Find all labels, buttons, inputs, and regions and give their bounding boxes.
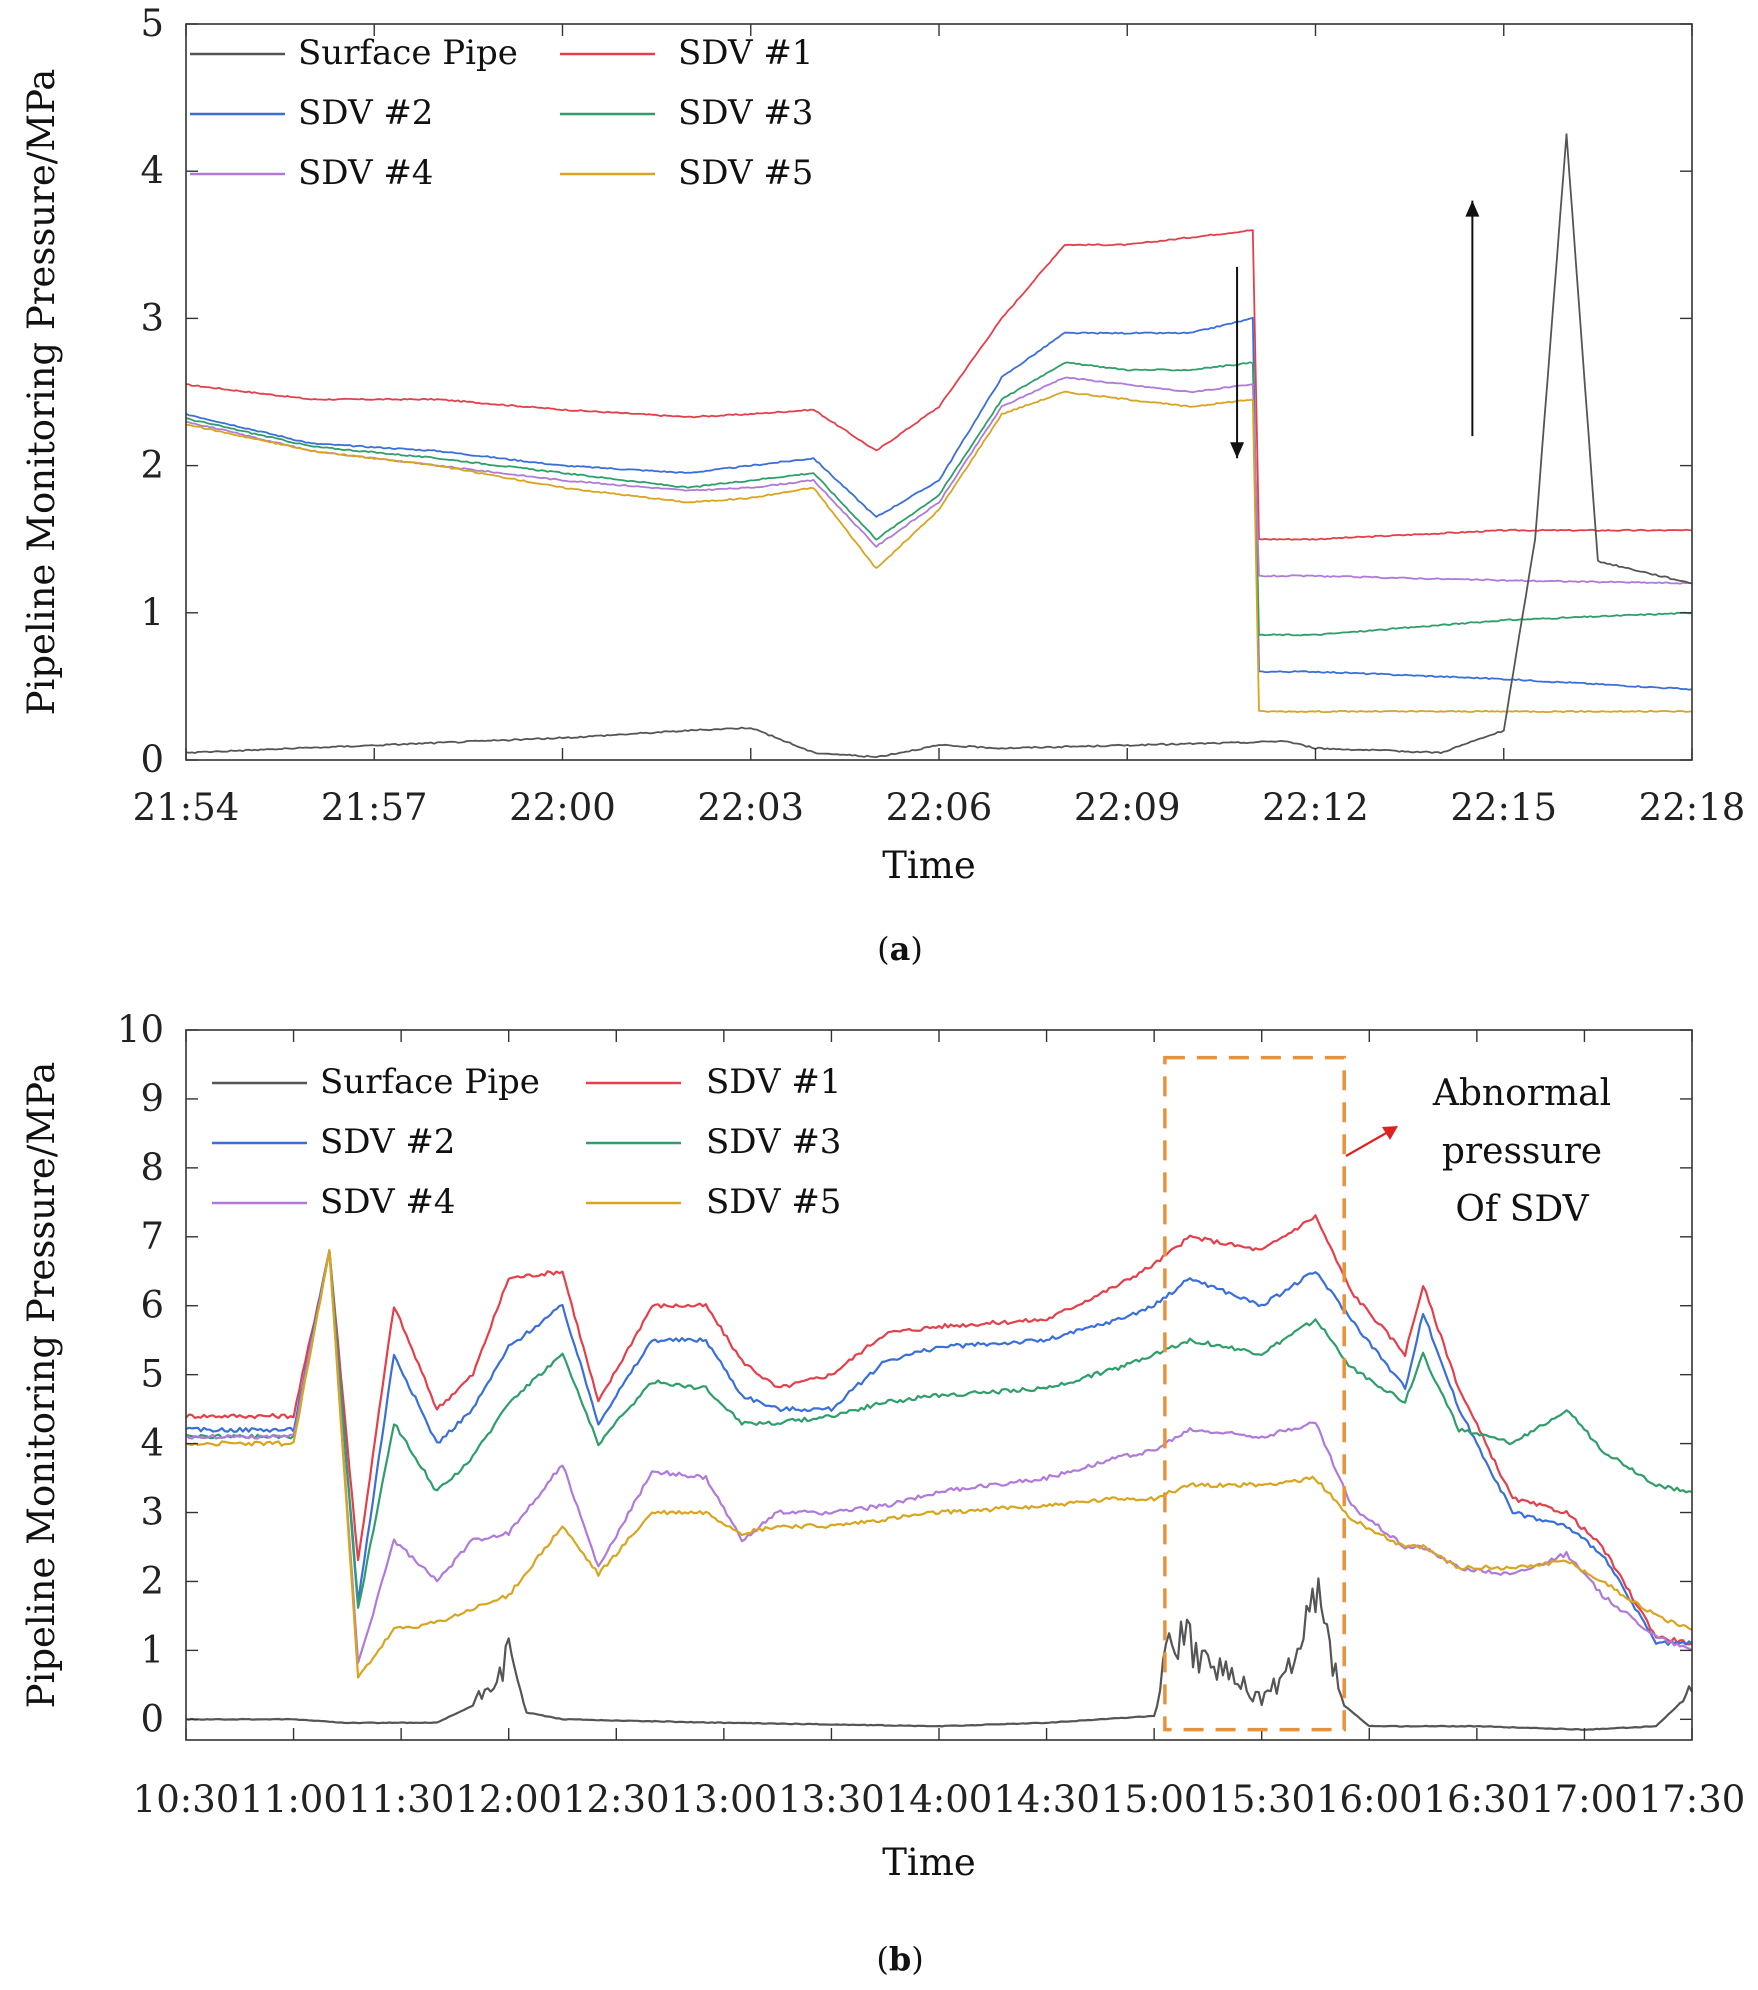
legend-label: SDV #4 (320, 1182, 455, 1222)
legend-label: SDV #3 (706, 1122, 841, 1162)
legend-label: SDV #5 (706, 1182, 841, 1222)
y-axis-label: Pipeline Monitoring Pressure/MPa (20, 1062, 63, 1709)
series-line-sdv-2 (185, 1249, 1693, 1646)
x-tick-label: 22:03 (697, 786, 804, 829)
legend-label: SDV #5 (678, 153, 813, 193)
panel-caption: (a) (877, 930, 923, 968)
y-tick-label: 3 (140, 296, 164, 339)
legend-label: SDV #2 (320, 1122, 455, 1162)
y-tick-label: 0 (140, 1697, 164, 1740)
x-tick-label: 14:30 (993, 1778, 1100, 1821)
legend-label: SDV #1 (706, 1062, 841, 1102)
abnormal-region-box (1163, 1055, 1346, 1732)
x-tick-label: 11:00 (240, 1778, 347, 1821)
x-tick-label: 21:57 (321, 786, 428, 829)
series-line-surface-pipe (185, 133, 1693, 758)
x-axis-label: Time (882, 844, 976, 887)
series-line-sdv-1 (185, 229, 1693, 541)
x-tick-label: 12:00 (455, 1778, 562, 1821)
series-line-sdv-3 (185, 361, 1693, 637)
panel-a: 0 1 2 3 4 5 21:54 21:57 22:00 22:03 22:06 22:09 22:1… (20, 2, 1745, 968)
y-tick-label: 5 (140, 1353, 164, 1396)
x-tick-label: 11:30 (348, 1778, 455, 1821)
legend-label: SDV #2 (298, 93, 433, 133)
panel-caption: (b) (876, 1940, 923, 1978)
series-line-sdv-5 (185, 1248, 1693, 1679)
annotation-text: Of SDV (1455, 1189, 1589, 1230)
x-tick-label: 22:15 (1450, 786, 1557, 829)
y-tick-label: 9 (140, 1077, 164, 1120)
series-line-sdv-2 (185, 316, 1693, 691)
y-tick-label: 2 (140, 444, 164, 487)
y-tick-label: 10 (117, 1008, 164, 1051)
legend-label: SDV #1 (678, 33, 813, 73)
x-axis-label: Time (882, 1841, 976, 1884)
legend-label: SDV #4 (298, 153, 433, 193)
series-line-sdv-5 (185, 390, 1693, 713)
y-tick-label: 4 (140, 149, 164, 192)
annotation-text: pressure (1442, 1131, 1602, 1172)
x-tick-label: 16:30 (1424, 1778, 1531, 1821)
x-tick-label: 16:00 (1316, 1778, 1423, 1821)
annotation-arrow-up-head (1465, 200, 1480, 217)
series-line-sdv-1 (185, 1214, 1693, 1646)
series-line-sdv-3 (185, 1250, 1693, 1609)
x-tick-label: 10:30 (133, 1778, 240, 1821)
series-line-surface-pipe (185, 1577, 1693, 1731)
legend-label: SDV #3 (678, 93, 813, 133)
x-tick-label: 21:54 (133, 786, 240, 829)
x-tick-label: 17:30 (1639, 1778, 1746, 1821)
y-axis-label: Pipeline Monitoring Pressure/MPa (20, 69, 63, 716)
legend-label: Surface Pipe (320, 1062, 540, 1102)
y-tick-label: 4 (140, 1422, 164, 1465)
annotation-arrow-head (1382, 1126, 1398, 1140)
x-tick-label: 12:30 (563, 1778, 670, 1821)
y-tick-label: 1 (140, 1628, 164, 1671)
y-tick-label: 5 (140, 2, 164, 45)
y-tick-label: 8 (140, 1146, 164, 1189)
x-tick-label: 13:00 (671, 1778, 778, 1821)
x-tick-label: 22:18 (1639, 786, 1746, 829)
plot-frame (185, 23, 1693, 761)
y-tick-label: 2 (140, 1559, 164, 1602)
x-tick-label: 14:00 (886, 1778, 993, 1821)
x-tick-label: 17:00 (1531, 1778, 1638, 1821)
y-tick-label: 3 (140, 1491, 164, 1534)
x-tick-label: 22:12 (1262, 786, 1369, 829)
series-line-sdv-4 (185, 1249, 1693, 1664)
x-tick-label: 15:30 (1208, 1778, 1315, 1821)
y-tick-label: 1 (140, 591, 164, 634)
y-tick-label: 7 (140, 1215, 164, 1258)
x-tick-label: 13:30 (778, 1778, 885, 1821)
x-tick-label: 22:06 (886, 786, 993, 829)
annotation-arrow-shaft (1345, 1131, 1389, 1157)
x-tick-label: 15:00 (1101, 1778, 1208, 1821)
y-tick-label: 6 (140, 1284, 164, 1327)
x-tick-label: 22:00 (509, 786, 616, 829)
x-tick-label: 22:09 (1074, 786, 1181, 829)
legend-label: Surface Pipe (298, 33, 518, 73)
annotation-text: Abnormal (1432, 1073, 1611, 1114)
y-tick-label: 0 (140, 738, 164, 781)
annotation-arrow-down-head (1230, 442, 1245, 459)
